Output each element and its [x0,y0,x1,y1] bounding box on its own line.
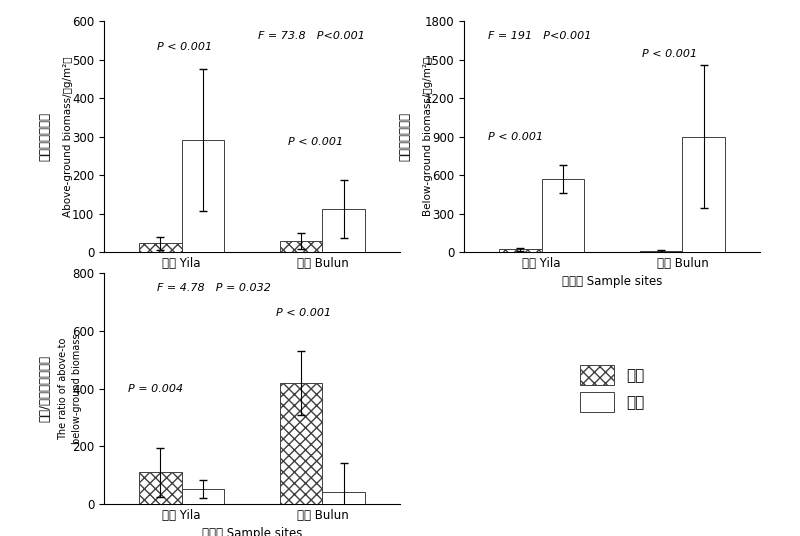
Text: F = 73.8 P<0.001: F = 73.8 P<0.001 [258,31,365,41]
X-axis label: 采样点 Sample sites: 采样点 Sample sites [562,276,662,288]
Text: 地上/地下生物量比例: 地上/地下生物量比例 [38,355,51,422]
Bar [182,140,224,252]
Text: P < 0.001: P < 0.001 [158,42,213,52]
Text: P = 0.004: P = 0.004 [128,384,183,394]
Bar [322,492,365,504]
Text: F = 4.78 P = 0.032: F = 4.78 P = 0.032 [158,282,271,293]
Bar [640,251,682,252]
Text: P < 0.001: P < 0.001 [276,308,331,318]
Text: Above-ground biomass/（g/m²）: Above-ground biomass/（g/m²） [63,56,74,217]
Text: F = 191 P<0.001: F = 191 P<0.001 [488,31,591,41]
Bar [182,489,224,504]
Bar [139,472,182,504]
Text: Below-ground biomass/（g/m²）: Below-ground biomass/（g/m²） [423,57,434,217]
Text: The ratio of above-to
below-ground biomass: The ratio of above-to below-ground bioma… [58,333,82,444]
Bar [542,179,584,252]
Text: 地上部分生物量: 地上部分生物量 [38,112,51,161]
X-axis label: 采样点 Sample sites: 采样点 Sample sites [202,527,302,536]
Text: P < 0.001: P < 0.001 [488,132,543,142]
Bar [322,209,365,252]
Bar [139,243,182,252]
Text: P < 0.001: P < 0.001 [287,137,342,147]
Text: 地下部分生物量: 地下部分生物量 [398,112,411,161]
Bar [682,137,725,252]
Text: P < 0.001: P < 0.001 [642,49,697,59]
Bar [280,383,322,504]
Bar [280,241,322,252]
Legend: 猗拱, 对照: 猗拱, 对照 [580,365,644,412]
Bar [499,249,542,252]
